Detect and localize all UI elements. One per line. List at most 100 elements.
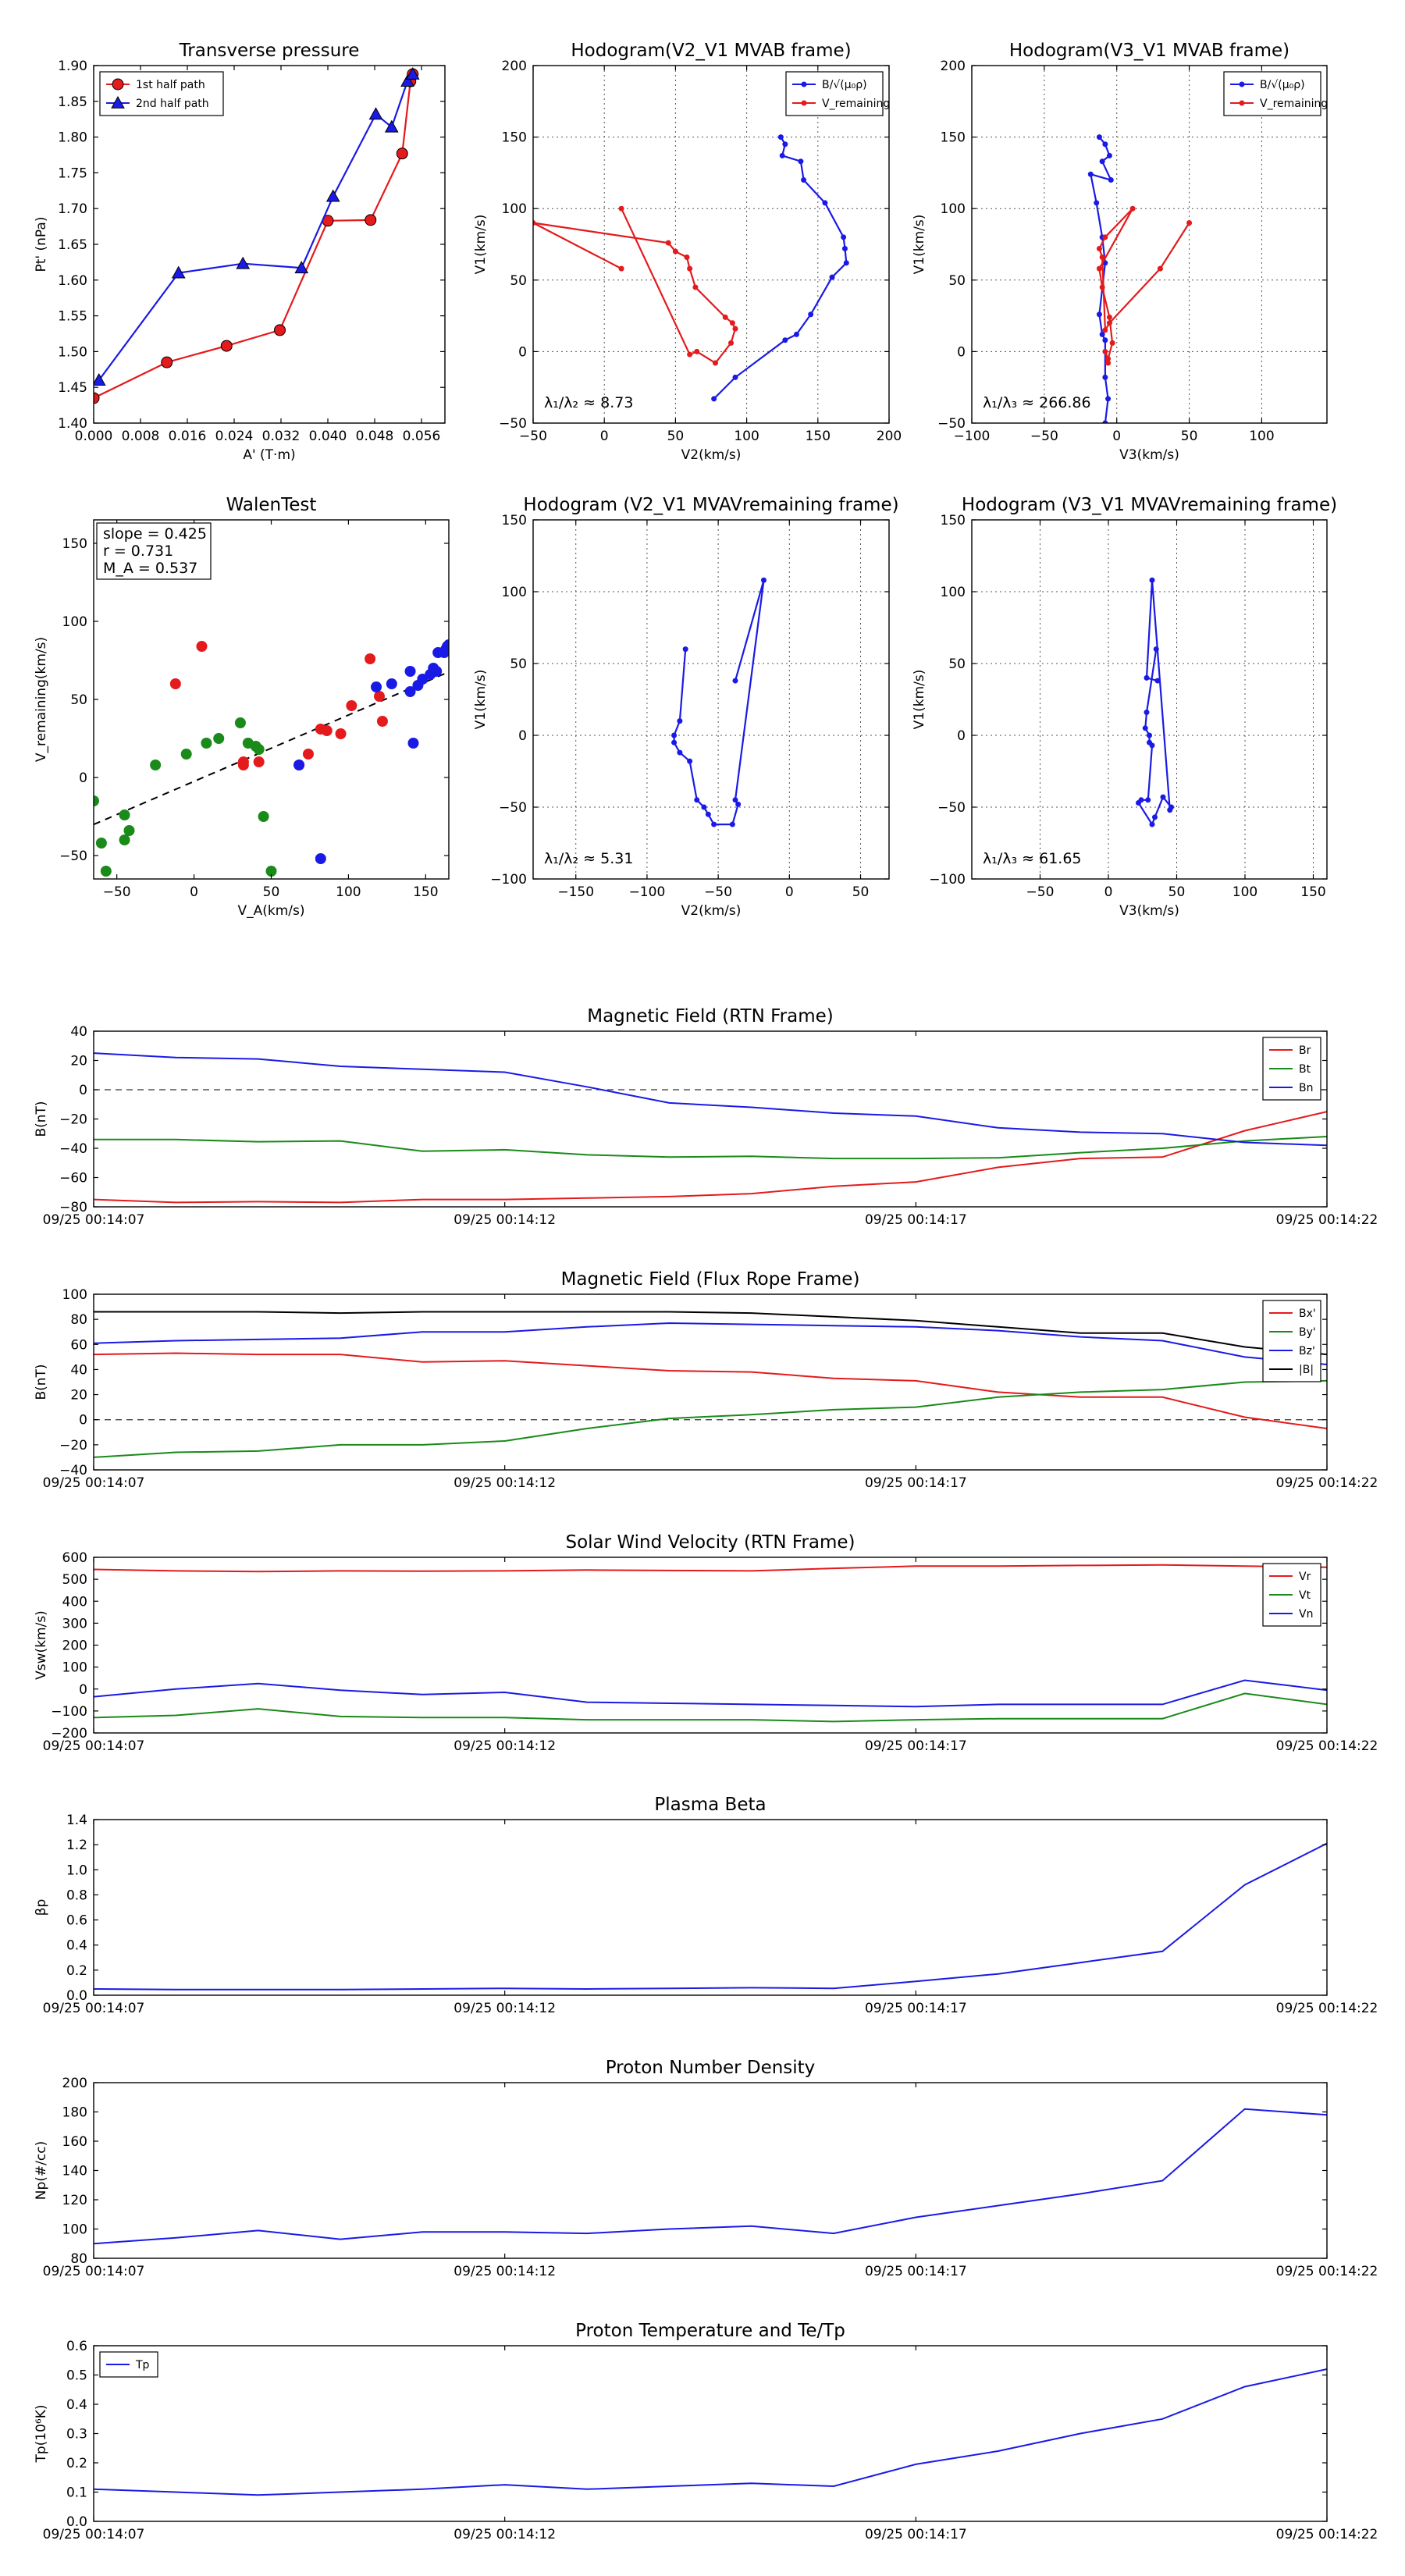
eigenvalue-ratio-annotation: λ₁/λ₃ ≈ 61.65 (983, 850, 1082, 867)
y-tick-label: 100 (62, 614, 87, 630)
y-tick-label: 200 (62, 2076, 87, 2091)
data-point-2nd half path (294, 261, 309, 274)
x-tick-label: 50 (852, 884, 870, 900)
data-point-B/√(μ₀ρ) (1106, 152, 1112, 158)
data-point-B/√(μ₀ρ) (822, 200, 828, 206)
y-tick-label: 1.40 (58, 416, 87, 432)
x-tick-label: 0 (190, 884, 198, 900)
x-axis-label: V2(km/s) (681, 903, 742, 919)
scatter-point-red (253, 756, 265, 767)
y-tick-label: 150 (941, 513, 966, 528)
data-point-V_remaining (1102, 327, 1108, 333)
data-point-path (1152, 814, 1158, 820)
stats-line: slope = 0.425 (103, 525, 207, 543)
data-point-B/√(μ₀ρ) (782, 141, 788, 148)
data-point-2nd half path (236, 256, 251, 269)
scatter-point-blue (404, 686, 416, 697)
series-line-B/√(μ₀ρ) (713, 137, 848, 400)
scatter-point-red (373, 691, 385, 702)
x-tick-label: −50 (1026, 884, 1055, 900)
y-axis-label: V1(km/s) (912, 215, 927, 275)
plot-area (94, 2108, 1327, 2245)
data-point-B/√(μ₀ρ) (1102, 337, 1108, 343)
scatter-point-blue (407, 738, 419, 749)
chart-ts_brtn: 09/25 00:14:07 09/25 00:14:12 09/25 00:14:… (34, 1006, 1378, 1228)
y-tick-label: 100 (502, 585, 527, 600)
y-tick-label: 50 (510, 273, 527, 289)
x-tick-label: 09/25 00:14:17 (865, 2001, 967, 2016)
legend-label-1st half path: 1st half path (136, 79, 205, 91)
x-tick-label: −50 (1030, 429, 1058, 444)
legend-label-Tp: Tp (135, 2359, 150, 2371)
x-tick-label: 100 (1232, 884, 1257, 900)
x-tick-label: 09/25 00:14:12 (454, 2264, 556, 2279)
x-tick-label: 09/25 00:14:12 (454, 1738, 556, 1754)
scatter-point-blue (371, 681, 382, 692)
y-tick-label: −100 (929, 872, 966, 888)
chart-ts_tp: 09/25 00:14:07 09/25 00:14:12 09/25 00:14:… (34, 2321, 1378, 2542)
x-tick-label: 0 (600, 429, 609, 444)
legend-marker-1st half path (112, 78, 124, 91)
y-tick-label: 50 (948, 273, 966, 289)
series-line-Bx' (94, 1352, 1327, 1429)
data-point-path (1167, 807, 1173, 813)
data-point-B/√(μ₀ρ) (1096, 134, 1102, 141)
x-tick-label: 09/25 00:14:12 (454, 1475, 556, 1491)
x-tick-label: 09/25 00:14:07 (43, 2527, 145, 2542)
y-tick-label: −50 (59, 849, 87, 864)
data-point-B/√(μ₀ρ) (1094, 200, 1100, 206)
series-line-path (1137, 580, 1172, 827)
axes-frame (93, 65, 446, 424)
plot-area (94, 2368, 1327, 2496)
data-point-V_remaining (692, 284, 699, 290)
data-point-path (1149, 742, 1155, 749)
data-point-V_remaining (618, 265, 624, 272)
y-tick-label: 1.4 (66, 1813, 87, 1828)
plot-area (94, 66, 420, 404)
x-tick-label: 100 (336, 884, 361, 900)
y-axis-label: Tp(10⁶K) (34, 2404, 49, 2463)
data-point-V_remaining (1105, 356, 1112, 362)
data-point-B/√(μ₀ρ) (1105, 396, 1112, 402)
data-point-V_remaining (729, 320, 735, 326)
data-point-path (694, 797, 700, 803)
legend-label-|B|: |B| (1299, 1364, 1314, 1376)
x-tick-label: 09/25 00:14:07 (43, 1475, 145, 1491)
axes-frame (532, 519, 890, 880)
legend-box (785, 71, 884, 116)
y-tick-label: 0.6 (66, 2339, 87, 2354)
x-axis-label: V2(km/s) (681, 447, 742, 463)
x-tick-label: 0 (785, 884, 794, 900)
chart-title: Plasma Beta (654, 1795, 766, 1815)
series-line-Np (94, 2108, 1327, 2245)
data-point-V_remaining (1106, 314, 1112, 320)
y-tick-label: 80 (70, 1312, 87, 1328)
scatter-point-red (376, 716, 388, 727)
legend-box (1262, 1300, 1321, 1382)
chart-title: Proton Number Density (606, 2058, 816, 2078)
data-point-V_remaining (1157, 265, 1163, 272)
x-tick-label: 0.040 (309, 429, 347, 444)
data-point-path (1149, 577, 1155, 583)
data-point-B/√(μ₀ρ) (1102, 141, 1108, 148)
y-tick-label: 1.85 (58, 94, 87, 110)
y-tick-label: 50 (510, 656, 527, 672)
data-point-2nd half path (405, 66, 420, 80)
data-point-1st half path (94, 392, 100, 404)
scatter-point-blue (315, 853, 326, 864)
data-point-B/√(μ₀ρ) (841, 234, 847, 240)
stats-line: M_A = 0.537 (103, 560, 197, 577)
x-tick-label: 09/25 00:14:22 (1276, 2001, 1378, 2016)
x-tick-label: 09/25 00:14:17 (865, 1212, 967, 1228)
x-axis-label: V3(km/s) (1119, 447, 1179, 463)
legend-label-V_remaining: V_remaining (822, 98, 890, 110)
y-tick-label: −50 (499, 416, 527, 432)
scatter-point-green (119, 809, 130, 820)
chart-ts_bfr: 09/25 00:14:07 09/25 00:14:12 09/25 00:14:… (34, 1269, 1378, 1491)
x-tick-label: 09/25 00:14:17 (865, 2527, 967, 2542)
scatter-point-green (94, 795, 99, 806)
data-point-2nd half path (325, 189, 340, 202)
y-tick-label: −60 (59, 1171, 87, 1187)
y-tick-label: 200 (62, 1638, 87, 1654)
x-tick-label: 100 (1249, 429, 1274, 444)
